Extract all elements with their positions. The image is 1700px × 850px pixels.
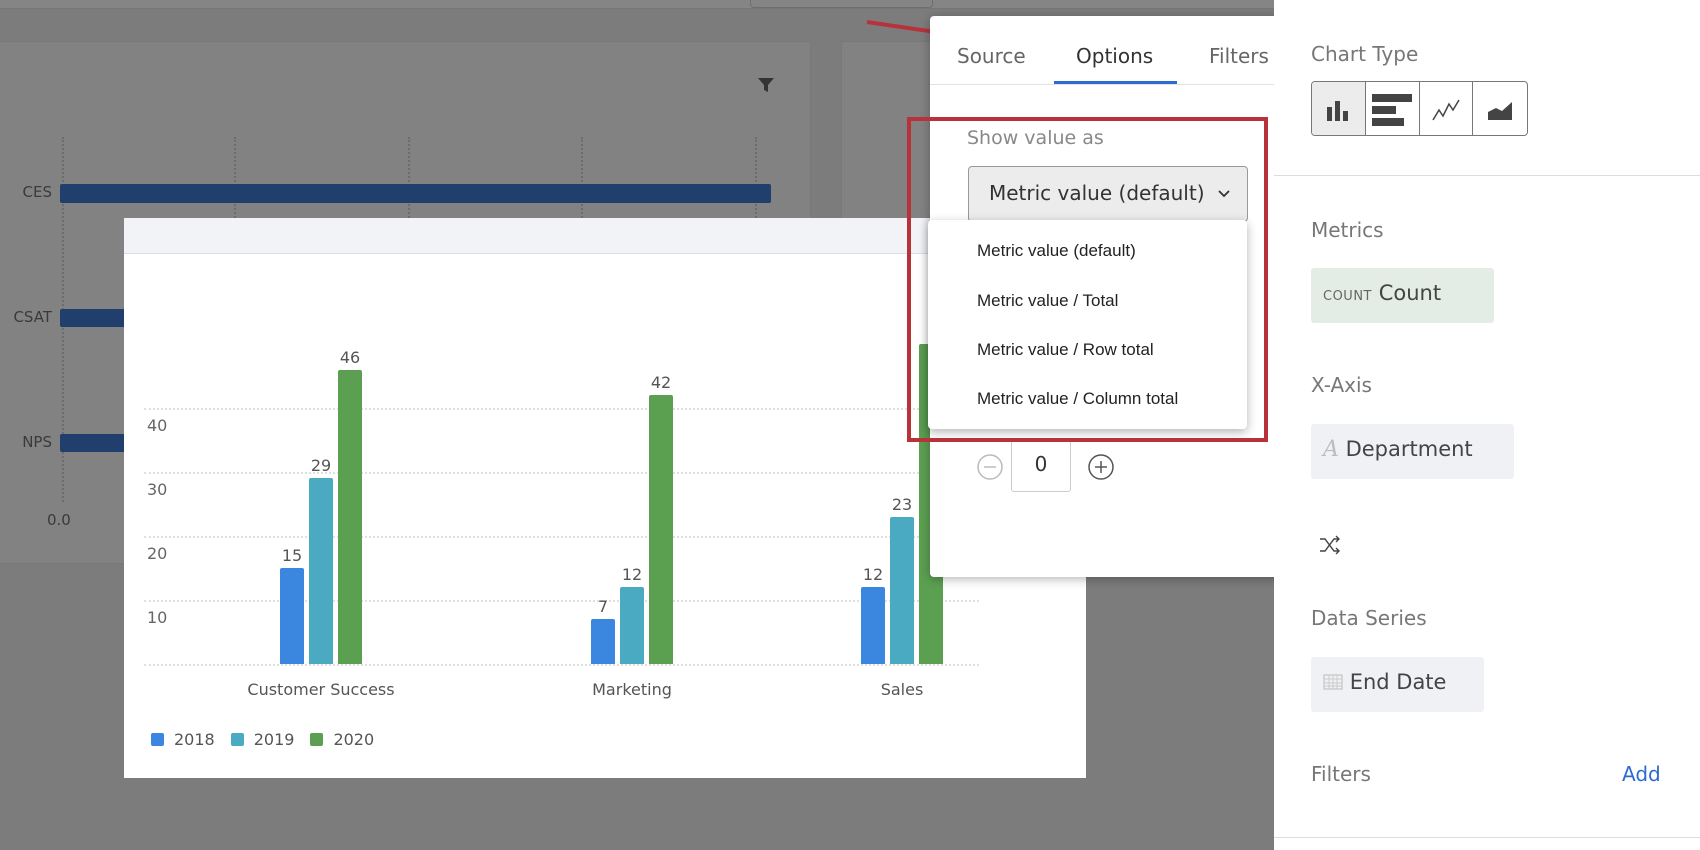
bar-2020	[649, 395, 673, 664]
x-tick-label: Sales	[880, 680, 924, 699]
metric-prefix: COUNT	[1323, 289, 1372, 304]
bar-ces	[60, 184, 771, 203]
axis-label-zero: 0.0	[47, 511, 71, 529]
metric-chip[interactable]: COUNT Count	[1311, 268, 1494, 323]
data-series-value: End Date	[1349, 670, 1447, 694]
bar-2019	[309, 478, 333, 664]
line-chart-icon[interactable]	[1420, 82, 1474, 135]
legend-swatch	[151, 733, 164, 746]
increment-icon[interactable]	[1087, 453, 1115, 481]
xaxis-label: X-Axis	[1311, 373, 1372, 397]
x-tick-label: Marketing	[592, 680, 672, 699]
data-label: 12	[621, 565, 643, 585]
data-label: 23	[891, 494, 913, 514]
y-tick-label: 20	[147, 544, 168, 563]
area-chart-icon[interactable]	[1473, 82, 1527, 135]
legend-item[interactable]: 2019	[230, 730, 295, 749]
bar-label-csat: CSAT	[13, 308, 52, 326]
top-bar	[0, 0, 1274, 9]
chevron-down-icon	[1218, 190, 1230, 198]
legend-item[interactable]: 2018	[151, 730, 215, 749]
show-value-label: Show value as	[967, 127, 1104, 149]
data-label: 7	[597, 597, 609, 617]
grid-line	[144, 408, 979, 410]
chart-preview-header	[124, 218, 1086, 254]
legend-swatch	[230, 733, 244, 746]
bar-2019	[890, 516, 914, 664]
chart-type-group	[1311, 81, 1528, 136]
legend-label: 2019	[253, 730, 295, 749]
legend-item[interactable]: 2020	[310, 730, 374, 749]
metrics-label: Metrics	[1311, 218, 1384, 242]
bar-chart-icon[interactable]	[1312, 82, 1366, 135]
chart-type-label: Chart Type	[1311, 42, 1419, 66]
grid-line	[144, 664, 979, 666]
add-filter-link[interactable]: Add	[1622, 762, 1661, 786]
menu-item[interactable]: Metric value (default)	[977, 241, 1136, 260]
grid-line	[144, 536, 979, 538]
data-series-chip[interactable]: End Date	[1311, 657, 1484, 712]
chart-preview: 10 20 30 40 Customer Success 15 29 46 Marketing 7…	[124, 218, 1086, 778]
y-tick-label: 10	[147, 608, 168, 627]
bar-2019	[620, 587, 644, 664]
menu-item[interactable]: Metric value / Column total	[977, 389, 1179, 408]
bar-chart: 10 20 30 40 Customer Success 15 29 46 Marketing 7…	[124, 218, 1086, 778]
panel-notch	[1300, 285, 1308, 301]
data-series-label: Data Series	[1311, 606, 1427, 630]
text-field-icon: A	[1323, 437, 1339, 462]
y-tick-label: 30	[147, 480, 168, 499]
show-value-menu: Metric value (default) Metric value / To…	[928, 220, 1247, 429]
bar-2018	[591, 619, 615, 664]
bar-nps	[60, 434, 140, 452]
bar-2020	[338, 369, 362, 664]
bar-label-nps: NPS	[22, 433, 52, 451]
filter-icon[interactable]	[756, 75, 776, 95]
legend: 2018 2019 2020	[151, 730, 390, 749]
top-button[interactable]	[750, 0, 933, 8]
tab-filters[interactable]: Filters	[1209, 44, 1269, 68]
xaxis-chip[interactable]: A Department	[1311, 424, 1514, 479]
legend-label: 2020	[333, 730, 375, 749]
bar-2018	[861, 587, 885, 664]
grid-line	[144, 472, 979, 474]
x-tick-label: Customer Success	[247, 680, 395, 699]
metric-name: Count	[1378, 281, 1442, 305]
menu-item[interactable]: Metric value / Row total	[977, 340, 1154, 359]
bar-label-ces: CES	[22, 183, 52, 201]
tab-options[interactable]: Options	[1076, 44, 1154, 68]
decimal-stepper-input[interactable]: 0	[1011, 438, 1071, 492]
filters-label: Filters	[1311, 762, 1371, 786]
menu-item[interactable]: Metric value / Total	[977, 291, 1119, 310]
bar-csat	[60, 309, 140, 327]
active-tab-indicator	[1054, 81, 1177, 84]
data-label: 12	[862, 565, 884, 585]
legend-swatch	[310, 733, 324, 746]
xaxis-value: Department	[1345, 437, 1473, 461]
y-tick-label: 40	[147, 416, 168, 435]
decrement-icon[interactable]	[976, 453, 1004, 481]
tab-source[interactable]: Source	[957, 44, 1026, 68]
calendar-icon	[1323, 674, 1343, 690]
horizontal-bar-icon[interactable]	[1366, 82, 1420, 135]
shuffle-icon[interactable]	[1318, 535, 1342, 555]
legend-label: 2018	[174, 730, 215, 749]
data-label: 42	[650, 373, 672, 393]
chart-settings-panel: Chart Type Metrics COUNT Count X-Axis A …	[1274, 0, 1700, 850]
data-label: 15	[281, 546, 303, 565]
data-label: 46	[339, 347, 361, 367]
grid-line	[144, 600, 979, 602]
select-value: Metric value (default)	[989, 181, 1205, 205]
data-label: 29	[310, 456, 332, 476]
highlight-box	[907, 117, 1268, 442]
bar-2018	[280, 568, 304, 664]
